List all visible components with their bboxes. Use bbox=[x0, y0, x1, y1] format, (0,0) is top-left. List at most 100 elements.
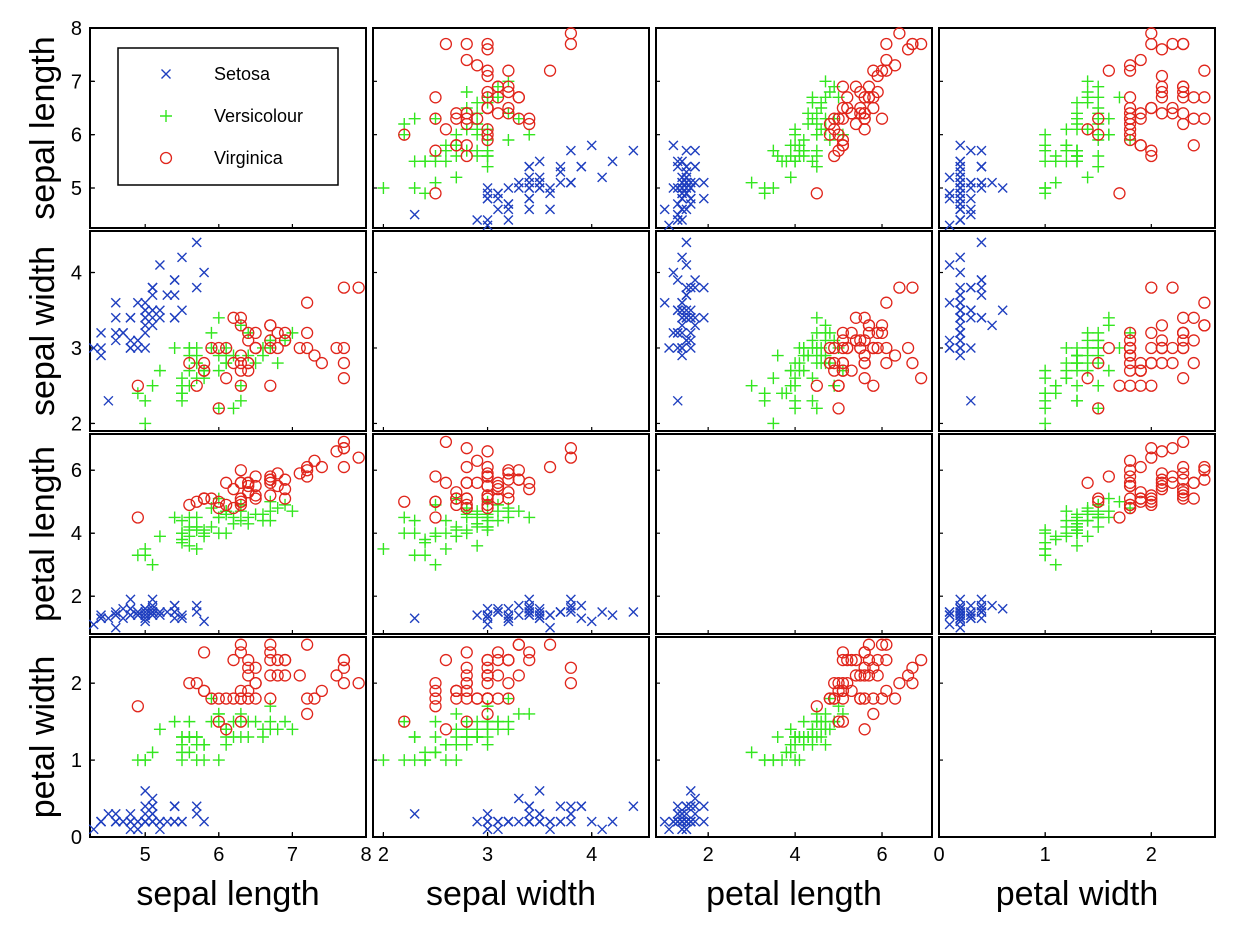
point-virginica bbox=[836, 653, 850, 667]
point-versicolour bbox=[429, 155, 442, 168]
point-virginica bbox=[512, 669, 525, 682]
point-versicolour bbox=[1060, 123, 1073, 136]
point-virginica bbox=[1145, 281, 1158, 294]
point-virginica bbox=[450, 492, 463, 505]
legend: Setosa Versicolour Virginica bbox=[117, 47, 339, 186]
point-virginica bbox=[315, 356, 328, 370]
point-setosa bbox=[565, 816, 576, 827]
point-setosa bbox=[482, 610, 493, 621]
point-virginica bbox=[481, 661, 494, 674]
point-setosa bbox=[147, 793, 158, 804]
point-virginica bbox=[205, 341, 218, 355]
point-setosa bbox=[664, 342, 675, 353]
point-versicolour bbox=[279, 715, 292, 728]
point-setosa bbox=[565, 606, 576, 617]
point-setosa bbox=[492, 188, 503, 199]
point-setosa bbox=[668, 327, 679, 338]
point-setosa bbox=[199, 616, 210, 627]
point-virginica bbox=[1134, 112, 1147, 125]
point-setosa bbox=[685, 282, 696, 293]
point-setosa bbox=[524, 606, 535, 617]
point-versicolour bbox=[797, 364, 810, 377]
point-virginica bbox=[828, 341, 841, 355]
point-virginica bbox=[271, 479, 284, 493]
point-setosa bbox=[88, 619, 99, 630]
point-setosa bbox=[677, 816, 688, 827]
point-setosa bbox=[955, 327, 966, 338]
point-setosa bbox=[125, 342, 136, 353]
point-setosa bbox=[698, 282, 709, 293]
point-virginica bbox=[828, 149, 841, 163]
point-setosa bbox=[944, 606, 955, 617]
point-versicolour bbox=[139, 417, 152, 430]
panel-frame bbox=[655, 230, 933, 432]
point-versicolour bbox=[481, 160, 494, 173]
y-tick-label: 1 bbox=[71, 750, 82, 772]
point-virginica bbox=[220, 692, 233, 705]
point-virginica bbox=[330, 445, 343, 458]
point-virginica bbox=[1123, 326, 1137, 340]
point-setosa bbox=[955, 342, 966, 353]
point-virginica bbox=[491, 80, 505, 93]
point-versicolour bbox=[242, 349, 255, 362]
point-virginica bbox=[212, 495, 225, 508]
point-versicolour bbox=[212, 311, 225, 324]
point-virginica bbox=[315, 684, 328, 697]
point-virginica bbox=[906, 356, 919, 370]
point-versicolour bbox=[819, 91, 832, 104]
point-setosa bbox=[482, 215, 493, 225]
point-virginica bbox=[1123, 479, 1137, 493]
point-virginica bbox=[1155, 85, 1169, 99]
point-virginica bbox=[460, 149, 473, 163]
point-virginica bbox=[893, 281, 906, 294]
point-setosa bbox=[565, 808, 576, 819]
point-virginica bbox=[264, 470, 277, 483]
point-setosa bbox=[534, 603, 545, 614]
y-tick-label: 2 bbox=[71, 413, 82, 435]
point-virginica bbox=[914, 37, 928, 51]
point-setosa bbox=[681, 145, 692, 156]
point-versicolour bbox=[793, 731, 806, 743]
point-virginica bbox=[278, 653, 292, 667]
point-virginica bbox=[810, 187, 823, 200]
point-virginica bbox=[249, 341, 262, 355]
point-versicolour bbox=[819, 715, 832, 728]
point-setosa bbox=[545, 824, 556, 835]
point-setosa bbox=[534, 816, 545, 827]
point-setosa bbox=[955, 312, 966, 323]
point-versicolour bbox=[1071, 379, 1083, 392]
point-versicolour bbox=[190, 524, 203, 537]
point-virginica bbox=[337, 442, 351, 455]
point-virginica bbox=[880, 37, 893, 51]
point-virginica bbox=[278, 473, 292, 486]
point-versicolour bbox=[471, 96, 484, 109]
point-versicolour bbox=[1102, 311, 1115, 324]
point-versicolour bbox=[460, 731, 473, 743]
point-versicolour bbox=[1071, 357, 1083, 370]
point-setosa bbox=[976, 290, 987, 301]
point-virginica bbox=[481, 101, 494, 115]
point-setosa bbox=[628, 606, 639, 617]
point-setosa bbox=[96, 342, 107, 353]
point-setosa bbox=[482, 193, 493, 204]
point-virginica bbox=[1198, 319, 1211, 332]
point-versicolour bbox=[256, 723, 269, 736]
point-virginica bbox=[131, 700, 144, 713]
point-setosa bbox=[955, 140, 966, 151]
point-setosa bbox=[955, 267, 966, 278]
point-versicolour bbox=[793, 754, 806, 767]
point-setosa bbox=[524, 193, 535, 204]
point-virginica bbox=[212, 692, 225, 705]
point-setosa bbox=[147, 606, 158, 617]
series-virginica bbox=[131, 281, 365, 415]
point-setosa bbox=[597, 606, 608, 617]
point-setosa bbox=[677, 204, 688, 215]
point-versicolour bbox=[523, 128, 536, 141]
point-versicolour bbox=[220, 341, 233, 354]
point-setosa bbox=[565, 177, 576, 188]
point-setosa bbox=[169, 801, 180, 812]
point-setosa bbox=[681, 282, 692, 293]
point-virginica bbox=[871, 326, 884, 340]
point-setosa bbox=[976, 275, 987, 286]
point-virginica bbox=[264, 653, 277, 667]
